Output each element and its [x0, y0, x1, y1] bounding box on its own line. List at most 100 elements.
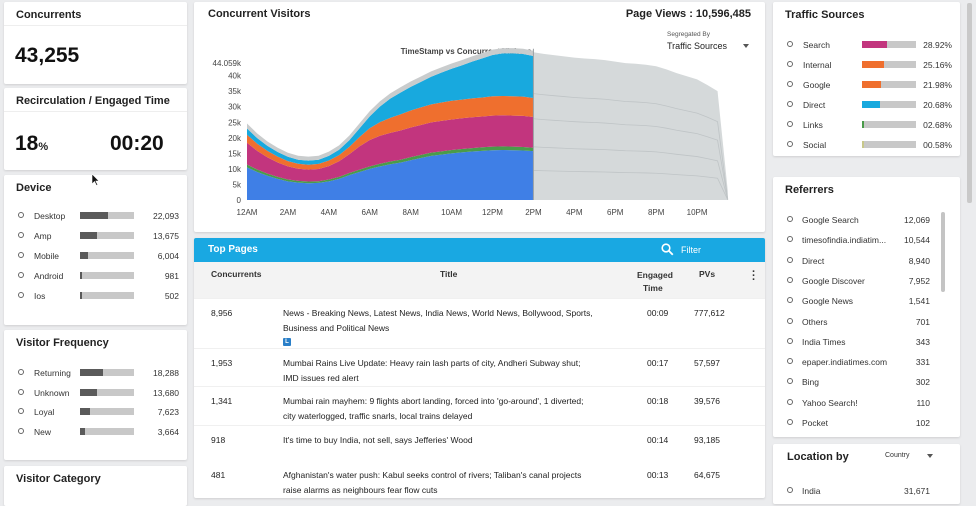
- device-row[interactable]: Ios 502: [16, 289, 179, 303]
- radio-icon[interactable]: [787, 398, 793, 405]
- y-tick-label: 25k: [228, 118, 242, 127]
- referrer-row[interactable]: Google Search 12,069: [785, 213, 930, 227]
- x-tick-label: 8PM: [648, 208, 665, 217]
- referrer-row[interactable]: Yahoo Search! 110: [785, 396, 930, 410]
- radio-icon[interactable]: [787, 378, 793, 385]
- radio-icon[interactable]: [787, 236, 793, 243]
- radio-icon[interactable]: [787, 256, 793, 263]
- more-options-icon[interactable]: · · ·: [752, 266, 756, 286]
- referrer-row[interactable]: India Times 343: [785, 335, 930, 349]
- col-pvs[interactable]: PVs: [699, 269, 716, 279]
- radio-icon[interactable]: [787, 276, 793, 283]
- radio-icon[interactable]: [787, 101, 793, 107]
- traffic-source-row[interactable]: Links 02.68%: [785, 118, 952, 132]
- radio-icon[interactable]: [18, 212, 24, 218]
- referrer-row[interactable]: Pocket 102: [785, 416, 930, 430]
- radio-icon[interactable]: [787, 358, 793, 365]
- referrer-row[interactable]: Google News 1,541: [785, 294, 930, 308]
- radio-icon[interactable]: [787, 41, 793, 47]
- radio-icon[interactable]: [787, 216, 793, 222]
- location-value: 31,671: [904, 486, 930, 496]
- radio-icon[interactable]: [18, 388, 24, 395]
- device-value: 13,675: [153, 231, 179, 241]
- radio-icon[interactable]: [18, 292, 24, 298]
- device-row[interactable]: Desktop 22,093: [16, 209, 179, 223]
- device-row[interactable]: Amp 13,675: [16, 229, 179, 243]
- traffic-source-row[interactable]: Internal 25.16%: [785, 58, 952, 72]
- radio-icon[interactable]: [787, 121, 793, 127]
- visitor-frequency-row[interactable]: New 3,664: [16, 425, 179, 439]
- y-tick-label: 15k: [228, 149, 242, 158]
- radio-icon[interactable]: [18, 427, 24, 434]
- visitor-frequency-row[interactable]: Loyal 7,623: [16, 405, 179, 419]
- traffic-source-value: 00.58%: [923, 140, 952, 150]
- referrer-value: 701: [915, 316, 930, 327]
- referrer-row[interactable]: epaper.indiatimes.com 331: [785, 355, 930, 369]
- col-title[interactable]: Title: [440, 269, 458, 279]
- x-tick-label: 4AM: [321, 208, 338, 217]
- caret-down-icon: [927, 454, 933, 458]
- recirculation-title: Recirculation / Engaged Time: [4, 88, 187, 112]
- referrer-label: Google Discover: [802, 275, 865, 286]
- col-concurrents[interactable]: Concurrents: [211, 269, 262, 279]
- radio-icon[interactable]: [787, 317, 793, 324]
- series-area-direct: [247, 95, 534, 170]
- device-row[interactable]: Android 981: [16, 269, 179, 283]
- radio-icon[interactable]: [787, 487, 793, 493]
- location-row[interactable]: India 31,671: [785, 484, 930, 498]
- radio-icon[interactable]: [787, 419, 793, 425]
- top-page-title-link[interactable]: It's time to buy India, not sell, says J…: [283, 433, 628, 448]
- referrer-row[interactable]: Bing 302: [785, 375, 930, 389]
- referrers-scrollbar[interactable]: [941, 212, 945, 292]
- segregated-by-label: Segregated By: [667, 31, 711, 38]
- referrer-label: Google Search: [802, 215, 859, 225]
- segregated-by-select[interactable]: Traffic Sources: [667, 41, 751, 55]
- top-page-title-link[interactable]: Mumbai Rains Live Update: Heavy rain las…: [283, 356, 628, 386]
- visitor-category-card: Visitor Category: [4, 466, 187, 506]
- radio-icon[interactable]: [787, 61, 793, 67]
- filter-button[interactable]: Filter: [661, 242, 721, 258]
- visitor-frequency-row[interactable]: Returning 18,288: [16, 366, 179, 380]
- x-tick-label: 10AM: [441, 208, 462, 217]
- traffic-source-row[interactable]: Search 28.92%: [785, 38, 952, 52]
- top-page-title-link[interactable]: Mumbai rain mayhem: 9 flights abort land…: [283, 394, 628, 424]
- referrer-row[interactable]: timesofindia.indiatim... 10,544: [785, 233, 930, 247]
- traffic-source-row[interactable]: Google 21.98%: [785, 78, 952, 92]
- radio-icon[interactable]: [18, 272, 24, 278]
- visitor-frequency-row[interactable]: Unknown 13,680: [16, 386, 179, 400]
- radio-icon[interactable]: [787, 337, 793, 344]
- referrer-label: Others: [802, 316, 828, 327]
- traffic-source-bar-fill: [862, 61, 884, 68]
- radio-icon[interactable]: [787, 297, 793, 304]
- top-page-concurrents: 1,341: [211, 396, 233, 406]
- y-tick-label: 10k: [228, 165, 242, 174]
- device-bar: [80, 232, 134, 239]
- recirculation-percent-wrap: 18%: [15, 132, 48, 156]
- radio-icon[interactable]: [18, 369, 24, 375]
- radio-icon[interactable]: [18, 408, 24, 414]
- radio-icon[interactable]: [787, 81, 793, 87]
- radio-icon[interactable]: [18, 232, 24, 238]
- top-page-engaged-time: 00:18: [647, 396, 669, 406]
- page-scrollbar[interactable]: [967, 3, 972, 203]
- traffic-sources-title: Traffic Sources: [785, 9, 865, 21]
- top-page-title-link[interactable]: News - Breaking News, Latest News, India…: [283, 306, 628, 346]
- radio-icon[interactable]: [18, 252, 24, 258]
- referrer-row[interactable]: Google Discover 7,952: [785, 274, 930, 288]
- traffic-source-value: 21.98%: [923, 80, 952, 90]
- col-engaged-time[interactable]: Engaged Time: [637, 269, 673, 295]
- radio-icon[interactable]: [787, 141, 793, 147]
- traffic-source-row[interactable]: Direct 20.68%: [785, 98, 952, 112]
- device-bar-fill: [80, 272, 82, 279]
- location-select[interactable]: Country: [885, 452, 933, 464]
- concurrent-visitors-title: Concurrent Visitors: [208, 8, 311, 20]
- top-page-title-link[interactable]: Afghanistan's water push: Kabul seeks co…: [283, 468, 628, 498]
- referrer-value: 1,541: [908, 296, 930, 307]
- traffic-source-bar-fill: [862, 81, 881, 88]
- referrer-row[interactable]: Direct 8,940: [785, 254, 930, 268]
- traffic-source-bar-fill: [862, 121, 865, 128]
- traffic-source-row[interactable]: Social 00.58%: [785, 138, 952, 152]
- traffic-sources-card: Traffic Sources Search 28.92% Internal 25.1…: [773, 2, 960, 156]
- referrer-row[interactable]: Others 701: [785, 315, 930, 329]
- device-row[interactable]: Mobile 6,004: [16, 249, 179, 263]
